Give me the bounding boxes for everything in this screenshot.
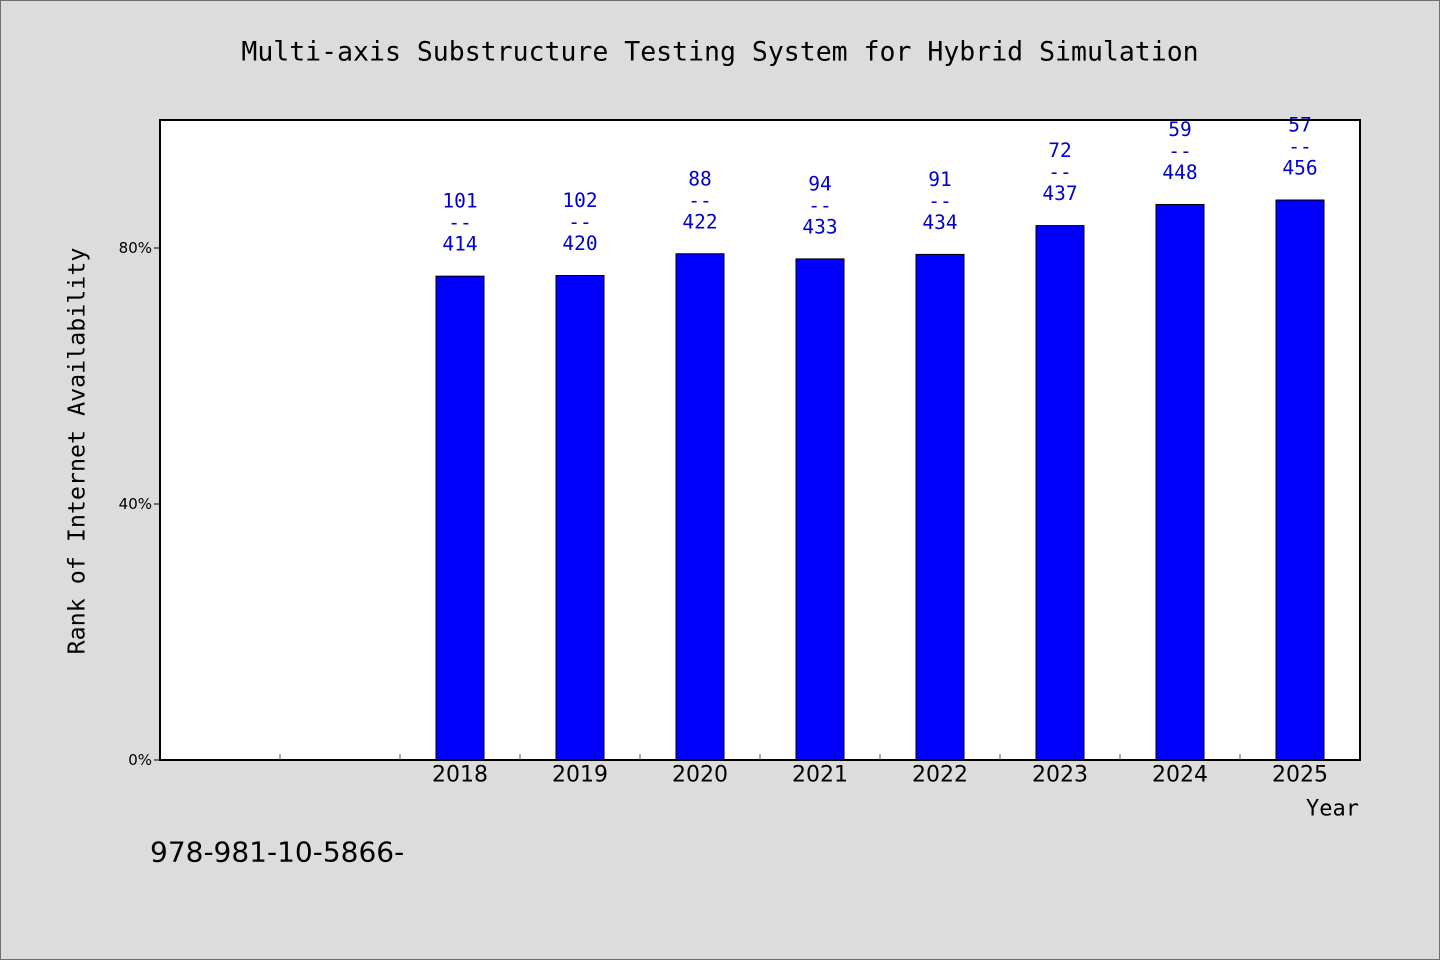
x-axis: 2018 2019 2020 2021 2022 2023 2024 2025 xyxy=(279,754,1328,788)
data-label-2021-total: 433 xyxy=(802,215,837,238)
bar-2018 xyxy=(435,275,485,761)
x-tick-label-2023: 2023 xyxy=(1032,763,1088,788)
data-label-2022-total: 434 xyxy=(922,211,957,234)
data-label-2019-separator: -- xyxy=(568,211,591,234)
bar-2021 xyxy=(795,258,845,761)
bar-2022 xyxy=(915,253,965,761)
data-label-2018-rank: 101 xyxy=(442,190,477,213)
x-tick-label-2021: 2021 xyxy=(792,763,848,788)
bar-2019 xyxy=(555,275,605,761)
data-label-2018-separator: -- xyxy=(448,211,471,234)
data-label-2019-total: 420 xyxy=(562,232,597,255)
x-tick-label-2022: 2022 xyxy=(912,763,968,788)
data-label-2020-rank: 88 xyxy=(688,167,711,190)
x-tick-label-2020: 2020 xyxy=(672,763,728,788)
data-label-2025-rank: 57 xyxy=(1288,114,1311,137)
y-axis-label: Rank of Internet Availability xyxy=(64,248,91,655)
y-tick-label-40: 40% xyxy=(119,495,152,513)
x-axis-label: Year xyxy=(1306,797,1359,822)
data-label-2025-total: 456 xyxy=(1282,157,1317,180)
x-tick-label-2024: 2024 xyxy=(1152,763,1208,788)
data-label-2021-separator: -- xyxy=(808,194,831,217)
data-label-2024-rank: 59 xyxy=(1168,118,1191,141)
data-label-2024-total: 448 xyxy=(1162,161,1197,184)
y-axis: 0% 40% 80% xyxy=(119,239,160,769)
bar-series xyxy=(435,199,1325,761)
y-tick-label-0: 0% xyxy=(128,751,152,769)
data-label-2025-separator: -- xyxy=(1288,135,1311,158)
data-label-2020-total: 422 xyxy=(682,210,717,233)
data-label-2023-total: 437 xyxy=(1042,182,1077,205)
data-label-2024-separator: -- xyxy=(1168,139,1191,162)
x-tick-label-2019: 2019 xyxy=(552,763,608,788)
data-label-2023-rank: 72 xyxy=(1048,139,1071,162)
bar-2023 xyxy=(1035,225,1085,761)
y-tick-label-80: 80% xyxy=(119,239,152,257)
data-label-2022-separator: -- xyxy=(928,189,951,212)
data-label-2023-separator: -- xyxy=(1048,161,1071,184)
footnote: 978-981-10-5866- xyxy=(150,836,404,869)
x-tick-label-2025: 2025 xyxy=(1272,763,1328,788)
data-label-2020-separator: -- xyxy=(688,189,711,212)
data-label-2018-total: 414 xyxy=(442,233,477,256)
bar-2025 xyxy=(1275,199,1325,761)
data-label-2021-rank: 94 xyxy=(808,172,831,195)
bar-2024 xyxy=(1155,203,1205,761)
bar-2020 xyxy=(675,253,725,761)
data-label-2019-rank: 102 xyxy=(562,189,597,212)
x-tick-label-2018: 2018 xyxy=(432,763,488,788)
data-label-2022-rank: 91 xyxy=(928,168,951,191)
chart-title: Multi-axis Substructure Testing System f… xyxy=(241,37,1198,68)
data-labels: 101--414102--42088--42294--43391--43472-… xyxy=(442,114,1317,256)
